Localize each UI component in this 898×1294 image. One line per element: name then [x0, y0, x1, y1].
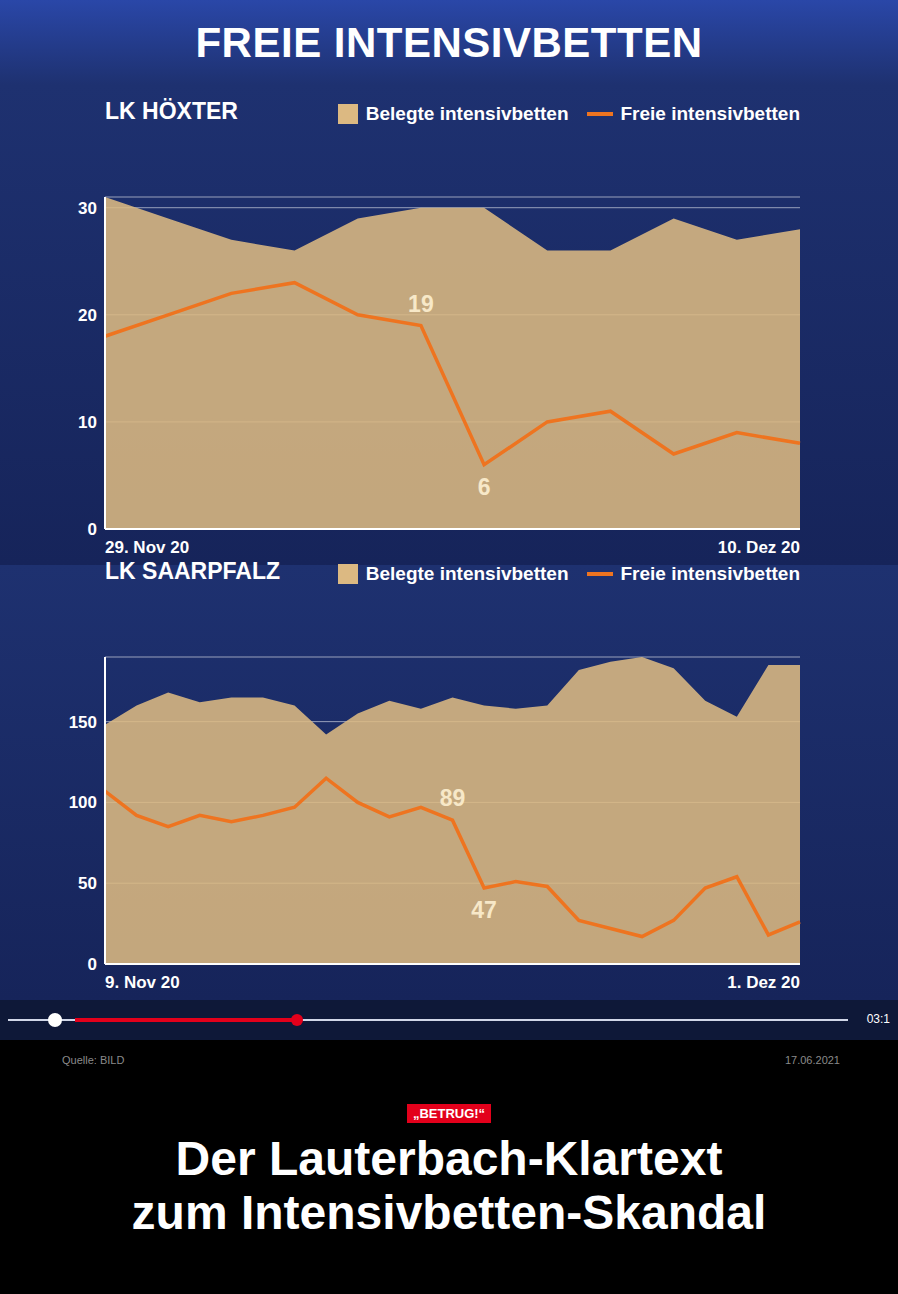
html-text:Freie intensivbetten: Freie intensivbetten [620, 563, 800, 584]
html-text:zum Intensivbetten-Skandal: zum Intensivbetten-Skandal [131, 1185, 767, 1239]
svg-text:50: 50 [78, 874, 97, 893]
svg-text:30: 30 [78, 199, 97, 218]
svg-text:20: 20 [78, 306, 97, 325]
html-text:03:1: 03:1 [866, 1012, 890, 1026]
svg-text:150: 150 [69, 713, 97, 732]
svg-text:10: 10 [78, 413, 97, 432]
svg-text:0: 0 [88, 955, 97, 974]
html-text:Belegte intensivbetten: Belegte intensivbetten [365, 103, 569, 124]
svg-text:29. Nov 20: 29. Nov 20 [105, 538, 189, 557]
svg-text:0: 0 [88, 520, 97, 539]
html-text:Freie intensivbetten: Freie intensivbetten [620, 103, 800, 124]
svg-text:9. Nov 20: 9. Nov 20 [105, 973, 180, 992]
svg-text:1. Dez 20: 1. Dez 20 [727, 973, 800, 992]
html-text:„BETRUG!“: „BETRUG!“ [412, 1106, 486, 1121]
html-text:Belegte intensivbetten: Belegte intensivbetten [365, 563, 569, 584]
html-text:Der Lauterbach-Klartext: Der Lauterbach-Klartext [175, 1132, 723, 1185]
svg-text:100: 100 [69, 793, 97, 812]
html-text:LK SAARPFALZ: LK SAARPFALZ [105, 558, 281, 584]
svg-text:47: 47 [471, 897, 497, 923]
html-text:Quelle: BILD: Quelle: BILD [62, 1054, 125, 1066]
svg-text:10. Dez 20: 10. Dez 20 [718, 538, 800, 557]
svg-text:19: 19 [408, 291, 434, 317]
svg-text:6: 6 [478, 474, 491, 500]
svg-text:89: 89 [440, 785, 466, 811]
html-text:FREIE INTENSIVBETTEN: FREIE INTENSIVBETTEN [195, 18, 703, 66]
html-text:LK HÖXTER: LK HÖXTER [105, 98, 238, 124]
html-text:17.06.2021: 17.06.2021 [784, 1054, 840, 1066]
